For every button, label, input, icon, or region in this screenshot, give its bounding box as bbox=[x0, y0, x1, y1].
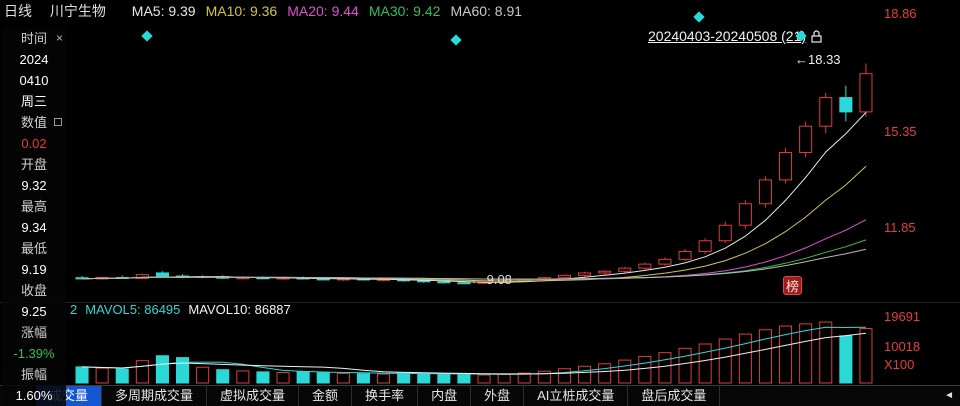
pane-divider bbox=[0, 302, 960, 303]
info-row-10: 9.34 bbox=[21, 220, 47, 235]
tab-7[interactable]: 外盘 bbox=[471, 386, 525, 406]
date-range-selection[interactable]: 20240403-20240508 (21) bbox=[648, 28, 822, 44]
low-price-annotation: ← 9.08 bbox=[470, 272, 512, 287]
info-row-3: 0410 bbox=[19, 73, 49, 88]
info-row-15: 涨幅 bbox=[20, 325, 47, 340]
info-row-11: 最低 bbox=[20, 241, 47, 256]
volume-axis-label: X100 bbox=[884, 357, 915, 372]
info-row-9: 最高 bbox=[20, 199, 47, 214]
ma-legend-item-5: MA60: 8.91 bbox=[450, 3, 523, 19]
info-row-14: 9.25 bbox=[21, 304, 47, 319]
period-label[interactable]: 日线 bbox=[4, 3, 32, 19]
indicator-tab-bar: 成交量 多周期成交量 虚拟成交量 金额 换手率 内盘 外盘 AI立桩成交量 盘后成交量 ◄ bbox=[0, 385, 960, 406]
ma-legend-item-1: MA5: 9.39 bbox=[131, 3, 196, 19]
mavol-label-1: MAVOL5: 86495 bbox=[85, 302, 181, 317]
close-icon[interactable]: × bbox=[55, 31, 63, 45]
expand-grid-icon[interactable] bbox=[54, 118, 62, 126]
ma-legend-item-4: MA30: 9.42 bbox=[368, 3, 441, 19]
info-row-4: 周三 bbox=[20, 94, 47, 109]
vol-value-partial: 2 bbox=[70, 302, 78, 317]
volume-axis-label: 19691 bbox=[884, 309, 921, 324]
volume-axis-label: 10018 bbox=[884, 339, 921, 354]
mavol-label-2: MAVOL10: 86887 bbox=[188, 302, 291, 317]
info-row-8: 9.32 bbox=[21, 178, 47, 193]
info-row-2: 2024 bbox=[19, 52, 49, 67]
ma-legend-item-3: MA20: 9.44 bbox=[287, 3, 359, 19]
high-price-annotation: ←18.33 bbox=[795, 52, 841, 67]
tab-4[interactable]: 金额 bbox=[299, 386, 353, 406]
stock-name[interactable]: 川宁生物 bbox=[49, 3, 106, 19]
ranking-badge[interactable]: 榜 bbox=[783, 276, 802, 295]
ma-legend: MA5: 9.39 MA10: 9.36 MA20: 9.44 MA30: 9.42 M… bbox=[132, 3, 532, 19]
info-row-18: 1.60% bbox=[15, 388, 53, 403]
tab-6[interactable]: 内盘 bbox=[418, 386, 472, 406]
tab-2[interactable]: 多周期成交量 bbox=[102, 386, 208, 406]
chart-header: 日线 川宁生物 MA5: 9.39 MA10: 9.36 MA20: 9.44 MA3… bbox=[4, 0, 532, 22]
price-axis-label: 18.86 bbox=[884, 6, 917, 21]
info-row-7: 开盘 bbox=[20, 157, 47, 172]
price-axis-label: 15.35 bbox=[884, 124, 917, 139]
ma-legend-item-2: MA10: 9.36 bbox=[205, 3, 278, 19]
info-row-16: -1.39% bbox=[13, 346, 55, 361]
info-row-12: 9.19 bbox=[21, 262, 47, 277]
tab-8[interactable]: AI立桩成交量 bbox=[524, 386, 629, 406]
info-row-6: 0.02 bbox=[21, 136, 47, 151]
tab-scroll-arrow[interactable]: ◄ bbox=[944, 390, 954, 401]
info-row-1: 时间 × bbox=[2, 28, 66, 49]
tab-9[interactable]: 盘后成交量 bbox=[628, 386, 721, 406]
info-row-17: 振幅 bbox=[20, 367, 47, 382]
info-row-13: 收盘 bbox=[20, 283, 47, 298]
tab-5[interactable]: 换手率 bbox=[352, 386, 419, 406]
price-axis-label: 11.85 bbox=[884, 220, 916, 235]
info-row-5: 数值 bbox=[2, 112, 66, 133]
tab-3[interactable]: 虚拟成交量 bbox=[207, 386, 300, 406]
lock-icon[interactable] bbox=[811, 29, 822, 43]
quote-info-panel: 时间 × 2024 0410 周三数值 0.02 开盘 9.32 最高 9.34 最低 9.19 收盘 9… bbox=[2, 28, 66, 406]
date-range-label[interactable]: 20240403-20240508 (21) bbox=[648, 28, 807, 44]
volume-header: 2 MAVOL5: 86495 MAVOL10: 86887 bbox=[70, 302, 299, 317]
